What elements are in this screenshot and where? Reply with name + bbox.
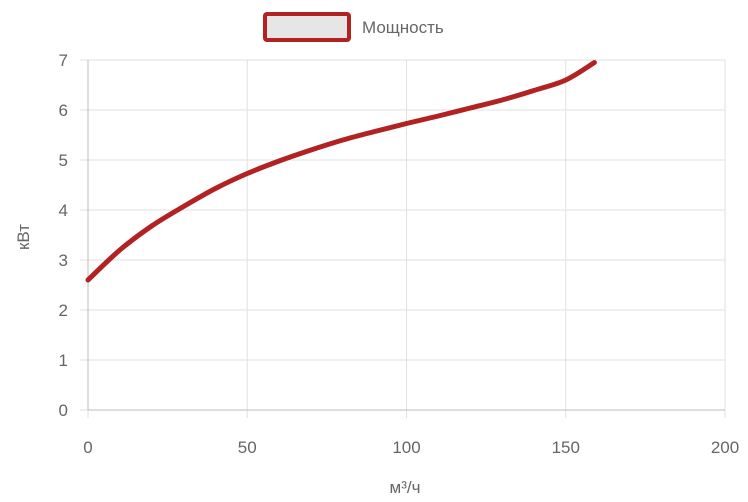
y-tick-label: 2 [59,301,68,320]
y-tick-label: 3 [59,251,68,270]
x-tick-label: 0 [83,438,92,457]
y-axis-title: кВт [14,224,33,250]
grid [80,59,726,418]
y-tick-label: 1 [59,351,68,370]
y-tick-label: 5 [59,151,68,170]
y-tick-label: 0 [59,401,68,420]
series-line-0[interactable] [85,60,597,283]
y-tick-labels: 0 1 2 3 4 5 6 7 [59,51,68,420]
x-axis-title: м³/ч [390,478,421,497]
y-tick-label: 7 [59,51,68,70]
y-tick-label: 4 [59,201,68,220]
series-lines [85,60,597,283]
x-tick-labels: 0 50 100 150 200 [83,438,739,457]
x-tick-label: 200 [711,438,739,457]
legend-label: Мощность [362,18,444,37]
x-tick-label: 100 [392,438,420,457]
legend[interactable]: Мощность [263,12,444,42]
legend-swatch [263,12,351,42]
x-tick-label: 150 [552,438,580,457]
axes [87,60,725,411]
x-tick-label: 50 [238,438,257,457]
y-tick-label: 6 [59,101,68,120]
